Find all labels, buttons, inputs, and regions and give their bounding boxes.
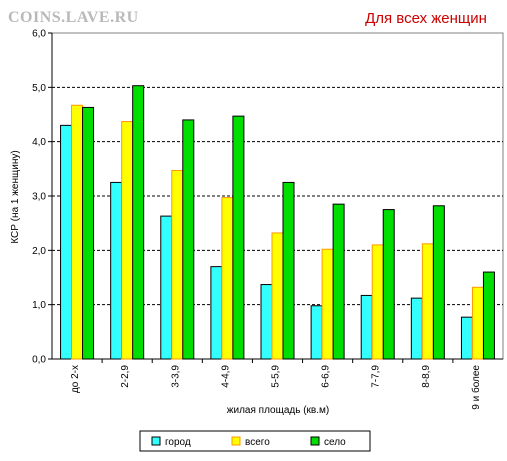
bar-всего xyxy=(221,197,234,360)
y-axis-title: КСР (на 1 женщину) xyxy=(10,150,21,243)
y-axis-ticks: 0,0 1,0 2,0 3,0 4,0 5,0 6,0 xyxy=(32,29,52,366)
y-tick-label: 4,0 xyxy=(32,137,46,148)
bar-село xyxy=(432,205,445,360)
legend-label-всего: всего xyxy=(245,437,270,448)
bar-город xyxy=(160,215,173,360)
bar-всего xyxy=(271,232,284,360)
bar-село xyxy=(182,119,195,360)
y-tick-label: 2,0 xyxy=(32,246,46,257)
bar-город xyxy=(410,297,423,360)
y-tick-label: 0,0 xyxy=(32,355,46,366)
y-tick-label: 6,0 xyxy=(32,29,46,40)
x-tick-label: 8-8,9 xyxy=(421,365,432,388)
x-axis-title: жилая площадь (кв.м) xyxy=(227,405,329,416)
legend: город всего село xyxy=(139,430,371,452)
y-tick-label: 1,0 xyxy=(32,300,46,311)
legend-swatch-всего xyxy=(231,436,241,446)
bar-город xyxy=(60,124,73,360)
x-tick-label: 2-2,9 xyxy=(120,365,131,388)
bar-всего xyxy=(171,169,184,360)
bar-город xyxy=(210,266,223,360)
bar-село xyxy=(482,271,495,360)
x-tick-label: 4-4,9 xyxy=(220,365,231,388)
y-tick-label: 5,0 xyxy=(32,83,46,94)
bar-город xyxy=(460,316,473,360)
bar-село xyxy=(232,115,245,360)
bar-всего xyxy=(471,286,484,360)
site-watermark: COINS.LAVE.RU xyxy=(8,9,139,26)
bar-всего xyxy=(71,104,84,360)
bar-село xyxy=(282,181,295,360)
bar-село xyxy=(382,209,395,360)
bar-город xyxy=(110,181,123,360)
bar-всего xyxy=(321,248,334,360)
bar-село xyxy=(132,85,145,360)
x-axis-ticks: до 2-х 2-2,9 3-3,9 4-4,9 5-5,9 6-6,9 7-7,9 8-8,… xyxy=(70,359,482,410)
bar-город xyxy=(310,305,323,360)
bar-село xyxy=(82,106,95,360)
y-tick-label: 3,0 xyxy=(32,192,46,203)
bar-город xyxy=(260,284,273,360)
x-tick-label: 6-6,9 xyxy=(321,365,332,388)
bar-город xyxy=(360,294,373,360)
bar-село xyxy=(332,203,345,360)
bars xyxy=(60,85,495,360)
legend-label-город: город xyxy=(165,437,191,448)
legend-swatch-село xyxy=(310,436,320,446)
x-tick-label: 5-5,9 xyxy=(271,365,282,388)
bar-всего xyxy=(371,244,384,360)
bar-всего xyxy=(421,243,434,360)
x-tick-label: до 2-х xyxy=(70,365,81,393)
legend-label-село: село xyxy=(324,437,346,448)
chart-title: Для всех женщин xyxy=(365,10,487,27)
legend-swatch-город xyxy=(151,436,161,446)
x-tick-label: 7-7,9 xyxy=(371,365,382,388)
x-tick-label: 3-3,9 xyxy=(170,365,181,388)
x-tick-label: 9 и более xyxy=(470,365,482,410)
bar-всего xyxy=(121,121,134,360)
